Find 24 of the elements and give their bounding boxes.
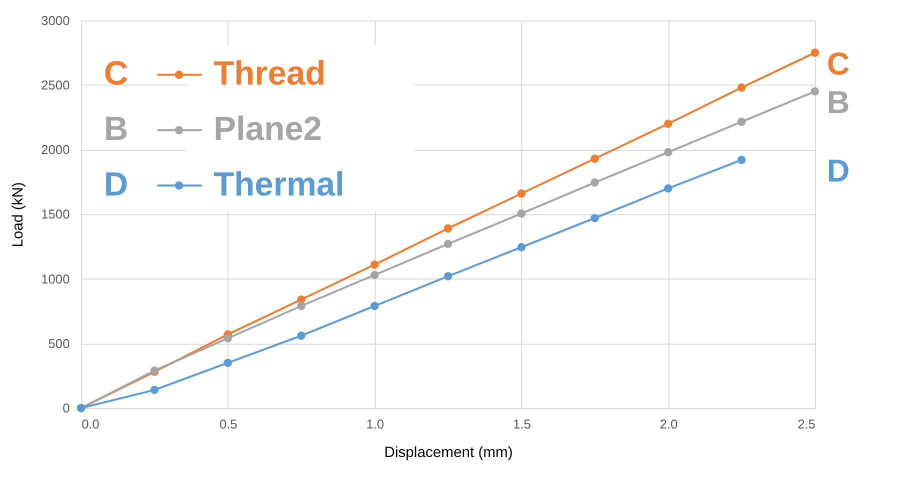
text: B: [826, 84, 850, 120]
annotation: D: [104, 166, 128, 204]
legend-label: Thread: [214, 56, 326, 93]
y-tick-label: 1500: [41, 206, 70, 222]
x-tick-label: 1.0: [366, 416, 384, 432]
annotation: C: [104, 56, 128, 93]
y-axis-title: Load (kN): [10, 182, 26, 248]
x-tick-label: 0.5: [219, 416, 238, 432]
x-tick-label: 2.5: [798, 416, 816, 432]
y-tick-label: 1000: [41, 271, 70, 286]
y-tick-label: 0: [62, 400, 70, 416]
text: D: [826, 152, 850, 189]
y-tick-label: 2500: [41, 77, 70, 92]
legend-label: Thermal: [214, 166, 344, 204]
y-tick-label: 500: [48, 336, 70, 351]
x-tick-label: 1.5: [512, 416, 531, 432]
x-axis-title: Displacement (mm): [384, 445, 513, 462]
y-tick-label: 2000: [41, 142, 70, 158]
y-tick-label: 3000: [41, 12, 70, 28]
legend-label: Plane2: [214, 111, 322, 148]
x-tick-label: 0.0: [82, 416, 100, 432]
x-tick-label: 2.0: [660, 416, 678, 432]
annotation: B: [104, 111, 128, 148]
text: C: [826, 45, 850, 82]
